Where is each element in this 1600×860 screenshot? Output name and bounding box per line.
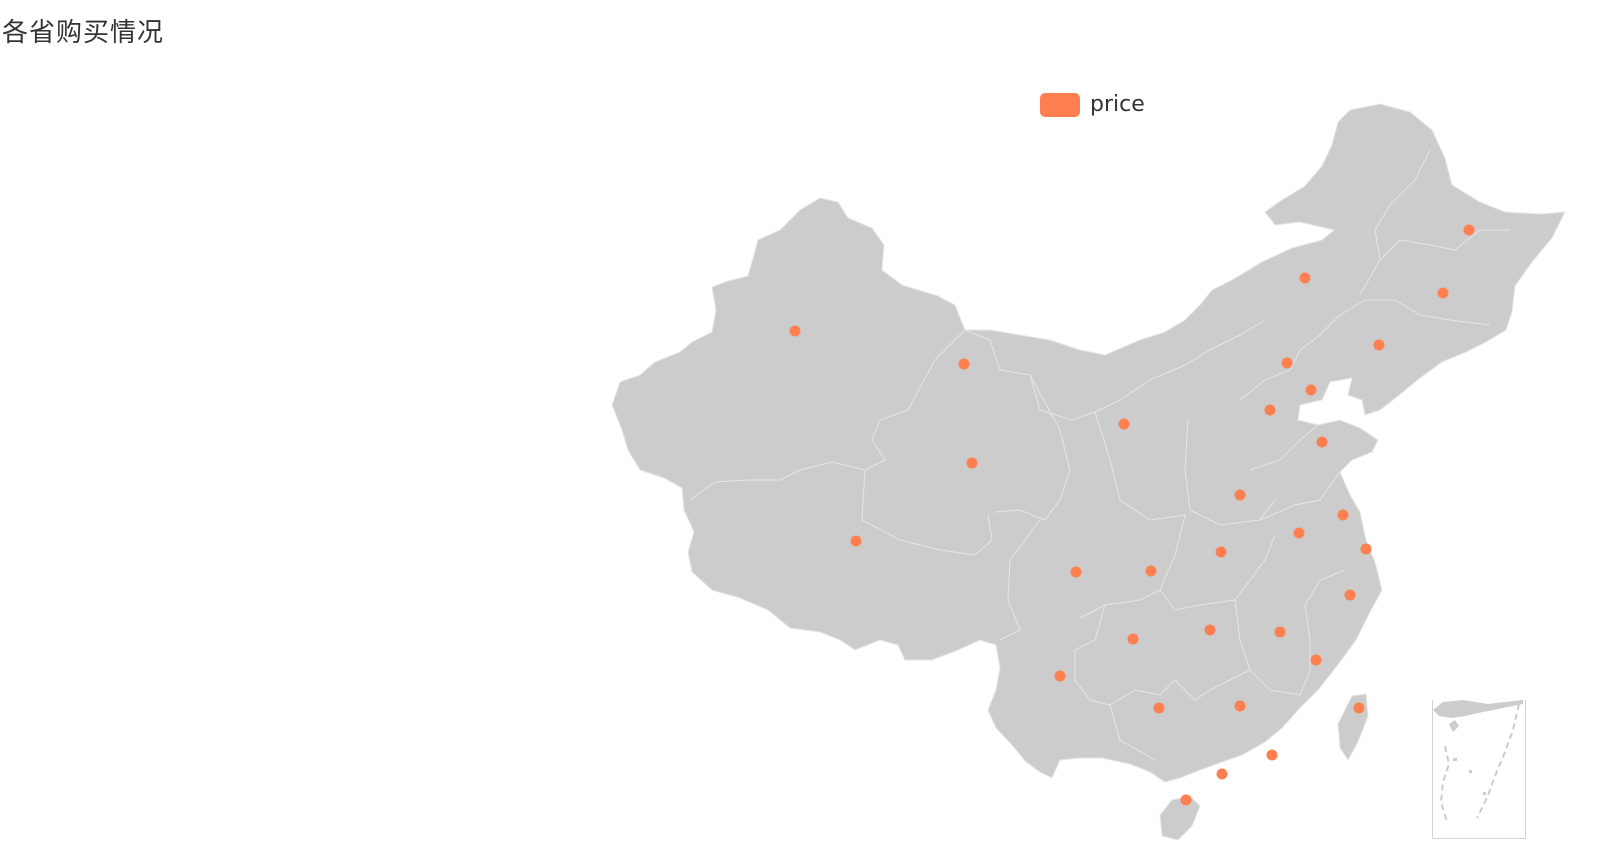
province-marker[interactable]: [1234, 489, 1246, 501]
inset-map: [1433, 700, 1523, 823]
province-marker[interactable]: [1266, 749, 1278, 761]
chart-title: 各省购买情况: [2, 18, 165, 48]
province-marker[interactable]: [1274, 626, 1286, 638]
province-marker[interactable]: [966, 457, 978, 469]
province-marker[interactable]: [1153, 702, 1165, 714]
mainland-region: [611, 103, 1566, 783]
province-marker[interactable]: [1264, 404, 1276, 416]
province-marker[interactable]: [1316, 436, 1328, 448]
province-marker[interactable]: [1216, 768, 1228, 780]
province-marker[interactable]: [1344, 589, 1356, 601]
province-marker[interactable]: [789, 325, 801, 337]
province-marker[interactable]: [1310, 654, 1322, 666]
province-marker[interactable]: [958, 358, 970, 370]
south-china-sea-inset: [1432, 700, 1526, 839]
legend-label: price: [1090, 92, 1145, 117]
province-marker[interactable]: [1234, 700, 1246, 712]
legend-item-price[interactable]: price: [1040, 92, 1145, 117]
province-marker[interactable]: [1293, 527, 1305, 539]
province-marker[interactable]: [1463, 224, 1475, 236]
province-marker[interactable]: [1054, 670, 1066, 682]
province-marker[interactable]: [1145, 565, 1157, 577]
province-marker[interactable]: [1180, 794, 1192, 806]
province-marker[interactable]: [1360, 543, 1372, 555]
province-marker[interactable]: [1299, 272, 1311, 284]
province-marker[interactable]: [1281, 357, 1293, 369]
legend-swatch: [1040, 92, 1080, 117]
province-marker[interactable]: [1373, 339, 1385, 351]
province-marker[interactable]: [1204, 624, 1216, 636]
province-marker[interactable]: [1337, 509, 1349, 521]
province-borders: [689, 149, 1510, 761]
province-marker[interactable]: [1118, 418, 1130, 430]
province-marker[interactable]: [850, 535, 862, 547]
province-marker[interactable]: [1353, 702, 1365, 714]
province-marker[interactable]: [1070, 566, 1082, 578]
province-marker[interactable]: [1437, 287, 1449, 299]
province-marker[interactable]: [1215, 546, 1227, 558]
hainan-island: [1159, 795, 1201, 841]
province-marker[interactable]: [1127, 633, 1139, 645]
taiwan-island: [1337, 693, 1369, 761]
province-marker[interactable]: [1305, 384, 1317, 396]
